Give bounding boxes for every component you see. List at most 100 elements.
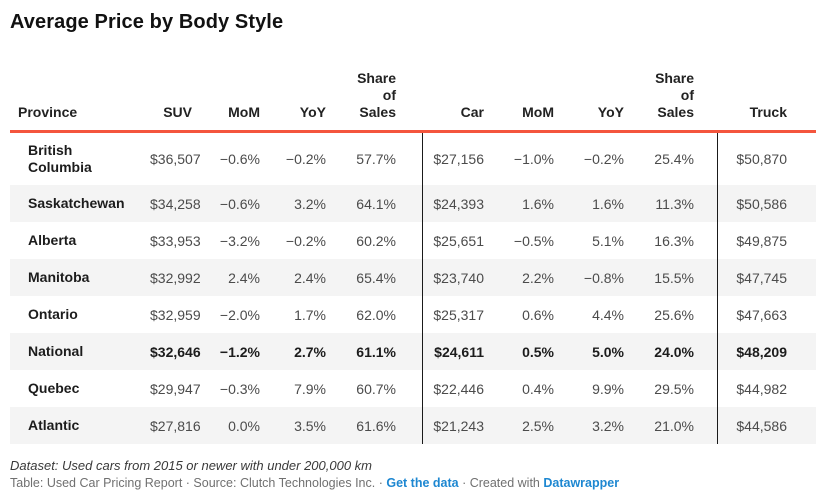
suv-yoy-cell: 7.9% (294, 380, 326, 397)
col-header-province: Province (10, 34, 150, 133)
car-price-cell: $21,243 (421, 407, 492, 444)
spacer-cell (404, 259, 422, 296)
province-cell: National (10, 333, 150, 370)
spacer-cell (702, 296, 717, 333)
datawrapper-link[interactable]: Datawrapper (543, 476, 620, 490)
province-cell: Atlantic (10, 407, 150, 444)
province-label: Saskatchewan (28, 195, 125, 211)
get-data-link[interactable]: Get the data (386, 476, 459, 490)
spacer-cell (404, 132, 422, 186)
spacer-cell (404, 407, 422, 444)
suv-price-cell: $29,947 (150, 380, 201, 397)
car-yoy-cell: 5.1% (592, 232, 624, 249)
car-yoy-cell: 9.9% (592, 380, 624, 397)
province-label: Atlantic (28, 417, 80, 433)
province-label: British Columbia (28, 142, 92, 175)
province-cell: British Columbia (10, 132, 150, 186)
province-label: Ontario (28, 306, 78, 322)
spacer-header (702, 34, 717, 133)
car-price-cell: $24,393 (421, 185, 492, 222)
suv-mom-cell: 0.0% (228, 417, 260, 434)
suv-mom-cell: −0.6% (219, 195, 260, 212)
header-row: Province SUV MoM YoY Share of Sales Car … (10, 34, 816, 133)
suv-price-cell: $32,959 (150, 306, 201, 323)
col-header-suv-yoy: YoY (268, 34, 334, 133)
suv-share-cell: 62.0% (356, 306, 396, 323)
spacer-cell (702, 259, 717, 296)
table-row-manitoba: Manitoba $32,992 2.4% 2.4% 65.4% $23,740… (10, 259, 816, 296)
spacer-cell (795, 407, 816, 444)
car-mom-cell: −0.5% (513, 232, 554, 249)
footer: Dataset: Used cars from 2015 or newer wi… (10, 457, 821, 493)
col-header-car-yoy: YoY (562, 34, 632, 133)
car-mom-cell: −1.0% (513, 151, 554, 167)
suv-price-cell: $34,258 (150, 195, 201, 212)
created-with-text: Created with (469, 476, 544, 490)
suv-price-cell: $32,646 (150, 343, 201, 360)
spacer-cell (404, 333, 422, 370)
suv-yoy-cell: 3.2% (294, 195, 326, 212)
spacer-cell (795, 296, 816, 333)
suv-mom-cell: −0.3% (219, 380, 260, 397)
col-header-truck: Truck (717, 34, 795, 133)
car-yoy-cell: −0.2% (583, 151, 624, 167)
car-share-cell: 21.0% (654, 417, 694, 434)
car-yoy-cell: 1.6% (592, 195, 624, 212)
car-yoy-cell: 5.0% (592, 343, 624, 360)
suv-yoy-cell: 3.5% (294, 417, 326, 434)
car-share-cell: 11.3% (655, 195, 694, 212)
attribution-text: Table: Used Car Pricing Report · Source:… (10, 476, 387, 490)
car-price-cell: $27,156 (421, 131, 492, 185)
suv-yoy-cell: −0.2% (285, 151, 326, 167)
suv-yoy-cell: 1.7% (294, 306, 326, 323)
suv-share-cell: 57.7% (356, 151, 396, 167)
table-row-quebec: Quebec $29,947 −0.3% 7.9% 60.7% $22,446 … (10, 370, 816, 407)
suv-yoy-cell: 2.7% (294, 343, 326, 360)
truck-price-cell: $49,875 (716, 222, 795, 259)
province-label: Manitoba (28, 269, 90, 285)
dataset-note: Dataset: Used cars from 2015 or newer wi… (10, 458, 373, 473)
truck-price-cell: $44,586 (716, 407, 795, 444)
spacer-cell (702, 185, 717, 222)
suv-price-cell: $32,992 (150, 269, 201, 286)
car-mom-cell: 0.5% (522, 343, 554, 360)
spacer-cell (702, 132, 717, 186)
truck-price-cell: $47,663 (716, 296, 795, 333)
col-header-car-share-label: Share of Sales (655, 70, 694, 120)
province-cell: Saskatchewan (10, 185, 150, 222)
province-cell: Manitoba (10, 259, 150, 296)
suv-share-cell: 60.2% (356, 232, 396, 249)
suv-price-cell: $27,816 (150, 417, 201, 434)
pricing-table: Province SUV MoM YoY Share of Sales Car … (10, 34, 816, 444)
page-title: Average Price by Body Style (10, 11, 284, 33)
suv-yoy-cell: 2.4% (294, 269, 326, 286)
car-share-cell: 25.6% (654, 306, 694, 323)
separator-dot: · (458, 476, 470, 490)
car-yoy-cell: 3.2% (592, 417, 624, 434)
car-share-cell: 29.5% (654, 380, 694, 397)
spacer-header (795, 34, 816, 133)
col-header-suv: SUV (150, 34, 200, 133)
suv-mom-cell: −0.6% (219, 151, 260, 167)
spacer-cell (404, 370, 422, 407)
car-price-cell: $24,611 (421, 333, 492, 370)
spacer-cell (702, 222, 717, 259)
spacer-cell (404, 222, 422, 259)
car-price-cell: $22,446 (421, 370, 492, 407)
truck-price-cell: $44,982 (716, 370, 795, 407)
spacer-cell (702, 333, 717, 370)
car-yoy-cell: −0.8% (583, 269, 624, 286)
suv-share-cell: 64.1% (356, 195, 396, 212)
spacer-cell (702, 407, 717, 444)
truck-price-cell: $48,209 (716, 333, 795, 370)
car-share-cell: 16.3% (654, 232, 694, 249)
province-cell: Alberta (10, 222, 150, 259)
car-share-cell: 15.5% (654, 269, 694, 286)
table-row-saskatchewan: Saskatchewan $34,258 −0.6% 3.2% 64.1% $2… (10, 185, 816, 222)
table-header: Province SUV MoM YoY Share of Sales Car … (10, 34, 816, 133)
car-mom-cell: 0.6% (522, 306, 554, 323)
province-label: Alberta (28, 232, 77, 248)
car-yoy-cell: 4.4% (592, 306, 624, 323)
col-header-car: Car (422, 34, 492, 133)
